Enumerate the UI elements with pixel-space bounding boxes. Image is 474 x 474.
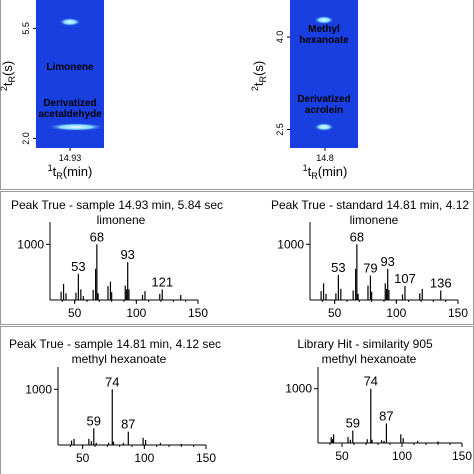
x-tick-label: 150 xyxy=(448,306,468,320)
peak-label: 59 xyxy=(346,416,360,431)
y-tick-label: 5.5 xyxy=(21,22,31,35)
compound-label-1: Derivatized acrolein xyxy=(297,94,350,116)
x-tick-label: 100 xyxy=(126,306,146,320)
x-tick-label: 50 xyxy=(68,306,82,320)
heatmap-gcxgc-left: Limonene Derivatized acetaldehyde 5.5 2.0 14.… xyxy=(21,0,105,163)
x-tick-label: 150 xyxy=(452,449,472,463)
x-tick-label: 100 xyxy=(386,306,406,320)
x-axis-label: 1tR(min) xyxy=(303,163,348,181)
peak-label: 121 xyxy=(151,274,173,289)
peak-label: 74 xyxy=(105,374,119,389)
x-tick-label: 14.93 xyxy=(59,153,82,163)
spot-0 xyxy=(59,18,81,26)
peak-label: 53 xyxy=(71,259,85,274)
spectrum-title: Peak True - sample 14.93 min, 5.84 sec xyxy=(11,198,223,212)
heatmap-gcxgc-right: Methyl hexanoate Derivatized acrolein 4.0 2.5… xyxy=(275,0,358,163)
y-tick-label: 1000 xyxy=(285,382,312,396)
spectrum-subtitle: limonene xyxy=(350,213,399,227)
peak-label: 107 xyxy=(394,271,416,286)
x-tick-label: 150 xyxy=(196,451,216,465)
peak-label: 93 xyxy=(120,247,134,262)
compound-label-0: Limonene xyxy=(46,62,94,73)
x-tick-label: 100 xyxy=(392,449,412,463)
y-axis-label: 2tR(s) xyxy=(0,61,17,91)
peak-label: 87 xyxy=(121,417,135,432)
compound-label-1: Derivatized acetaldehyde xyxy=(38,98,102,120)
y-axis-label: 2tR(s) xyxy=(250,61,268,91)
y-tick-label: 4.0 xyxy=(275,31,285,44)
spot-1 xyxy=(47,123,105,131)
peak-label: 74 xyxy=(364,374,378,389)
x-tick-label: 14.8 xyxy=(316,153,334,163)
spot-0 xyxy=(314,16,334,24)
spectrum-ms-standard-limonene: Peak True - standard 14.81 min, 4.12limo… xyxy=(271,198,469,320)
x-tick-label: 50 xyxy=(335,449,349,463)
spectrum-subtitle: methyl hexanoate xyxy=(322,352,417,366)
compound-label-0: Methyl hexanoate xyxy=(299,24,349,46)
peak-label: 53 xyxy=(331,260,345,275)
spectrum-subtitle: limonene xyxy=(97,213,146,227)
y-tick-label: 2.5 xyxy=(275,123,285,136)
svg-text:2tR(s): 2tR(s) xyxy=(0,61,17,91)
peak-label: 93 xyxy=(380,254,394,269)
peak-label: 68 xyxy=(350,229,364,244)
peak-label: 68 xyxy=(90,229,104,244)
x-tick-label: 150 xyxy=(188,306,208,320)
peak-label: 136 xyxy=(430,276,452,291)
svg-text:2tR(s): 2tR(s) xyxy=(250,61,268,91)
spectrum-title: Peak True - sample 14.81 min, 4.12 sec xyxy=(9,337,221,351)
spectrum-ms-sample-limonene: Peak True - sample 14.93 min, 5.84 secli… xyxy=(11,198,223,320)
x-tick-label: 50 xyxy=(328,306,342,320)
y-tick-label: 1000 xyxy=(25,382,52,396)
spot-1 xyxy=(314,123,334,131)
spectrum-title: Library Hit - similarity 905 xyxy=(297,337,433,351)
spectrum-title: Peak True - standard 14.81 min, 4.12 xyxy=(271,198,469,212)
spectrum-ms-sample-methyl-hexanoate: Peak True - sample 14.81 min, 4.12 secme… xyxy=(9,337,221,465)
x-tick-label: 50 xyxy=(76,451,90,465)
peak-label: 79 xyxy=(363,260,377,275)
spectrum-subtitle: methyl hexanoate xyxy=(72,352,167,366)
peak-label: 59 xyxy=(87,413,101,428)
y-tick-label: 2.0 xyxy=(21,132,31,145)
y-tick-label: 1000 xyxy=(277,237,304,251)
x-axis-label: 1tR(min) xyxy=(48,163,93,181)
peak-label: 87 xyxy=(379,408,393,423)
x-tick-label: 100 xyxy=(134,451,154,465)
svg-text:1tR(min): 1tR(min) xyxy=(48,163,93,181)
svg-text:1tR(min): 1tR(min) xyxy=(303,163,348,181)
y-tick-label: 1000 xyxy=(17,237,44,251)
